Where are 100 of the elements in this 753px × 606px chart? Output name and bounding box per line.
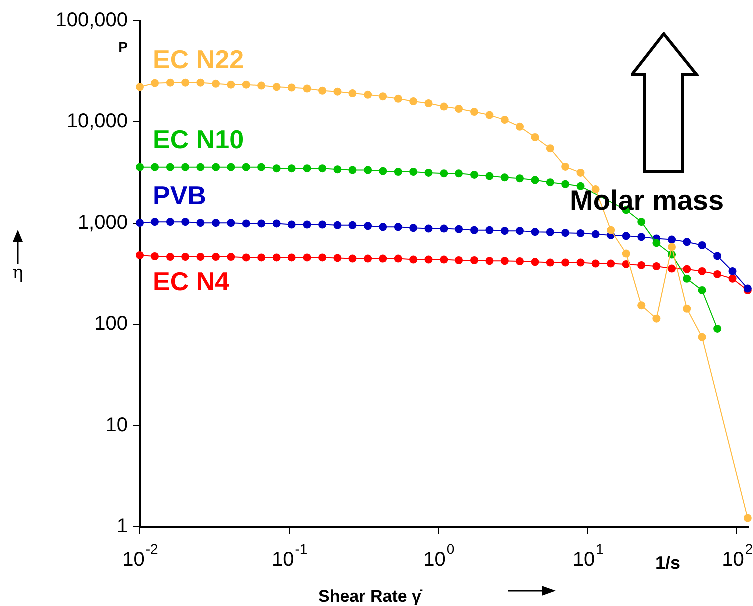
point xyxy=(334,254,342,262)
point xyxy=(394,223,402,232)
point xyxy=(348,221,357,230)
point xyxy=(576,258,585,267)
point xyxy=(562,162,570,171)
point xyxy=(622,232,630,240)
point xyxy=(272,83,281,92)
point xyxy=(516,122,524,131)
point xyxy=(470,256,478,264)
point xyxy=(440,102,448,111)
point xyxy=(638,218,646,226)
y-tick-label: 1 xyxy=(116,516,128,538)
point xyxy=(500,227,509,236)
point xyxy=(182,253,190,262)
point xyxy=(683,265,692,274)
point xyxy=(622,250,630,258)
point xyxy=(303,164,312,173)
point xyxy=(212,163,220,172)
point xyxy=(531,228,540,236)
point xyxy=(196,253,205,262)
point xyxy=(486,226,494,234)
point xyxy=(531,258,540,266)
point xyxy=(227,80,236,89)
point xyxy=(136,251,144,260)
point xyxy=(394,94,402,103)
point xyxy=(683,304,692,313)
point xyxy=(410,256,418,264)
point xyxy=(546,144,554,153)
point xyxy=(150,252,159,260)
point xyxy=(455,225,463,234)
point xyxy=(714,270,722,278)
point xyxy=(318,220,327,229)
point xyxy=(728,267,737,276)
series-label: EC N4 xyxy=(153,266,230,297)
point xyxy=(318,86,327,95)
point xyxy=(470,170,478,179)
point xyxy=(303,84,312,93)
point xyxy=(379,223,388,232)
point xyxy=(196,219,205,228)
point xyxy=(486,257,494,266)
point xyxy=(744,514,752,522)
point xyxy=(348,90,357,98)
point xyxy=(334,88,342,96)
point xyxy=(288,84,296,92)
point xyxy=(227,253,236,262)
point xyxy=(394,168,402,176)
point xyxy=(334,166,342,174)
point xyxy=(652,239,661,248)
point xyxy=(486,172,494,180)
point xyxy=(516,227,524,236)
y-tick-label: 100,000 xyxy=(56,10,128,32)
point xyxy=(470,226,478,234)
point xyxy=(166,78,174,87)
point xyxy=(500,174,509,182)
point xyxy=(440,170,448,178)
point xyxy=(348,254,357,263)
point xyxy=(562,258,570,267)
point xyxy=(364,90,372,99)
point xyxy=(272,254,281,262)
point xyxy=(424,100,433,108)
point xyxy=(592,230,600,238)
point xyxy=(212,80,220,88)
series-label: EC N10 xyxy=(153,124,244,155)
point xyxy=(182,163,190,172)
point xyxy=(698,286,706,295)
point xyxy=(424,256,433,264)
point xyxy=(166,163,174,172)
point xyxy=(182,78,190,87)
point xyxy=(318,164,327,173)
point xyxy=(455,105,463,114)
y-axis-title: η xyxy=(12,262,24,284)
point xyxy=(638,302,646,310)
point xyxy=(303,254,312,262)
point xyxy=(364,254,372,263)
point xyxy=(272,220,281,228)
point xyxy=(500,257,509,266)
point xyxy=(288,254,296,262)
point xyxy=(455,170,463,178)
point xyxy=(303,220,312,229)
point xyxy=(668,236,676,244)
series-label: EC N22 xyxy=(153,44,244,74)
point xyxy=(668,243,676,252)
point xyxy=(516,174,524,183)
point xyxy=(364,222,372,230)
point xyxy=(212,253,220,262)
point xyxy=(638,261,646,270)
point xyxy=(698,333,706,342)
point xyxy=(424,224,433,233)
point xyxy=(531,176,540,184)
point xyxy=(258,82,266,90)
point xyxy=(364,166,372,174)
point xyxy=(698,267,706,276)
point xyxy=(668,264,676,273)
point xyxy=(166,253,174,262)
point xyxy=(242,254,250,262)
point xyxy=(150,163,159,172)
point xyxy=(607,226,616,234)
point xyxy=(683,238,692,246)
point xyxy=(470,108,478,116)
point xyxy=(638,233,646,242)
